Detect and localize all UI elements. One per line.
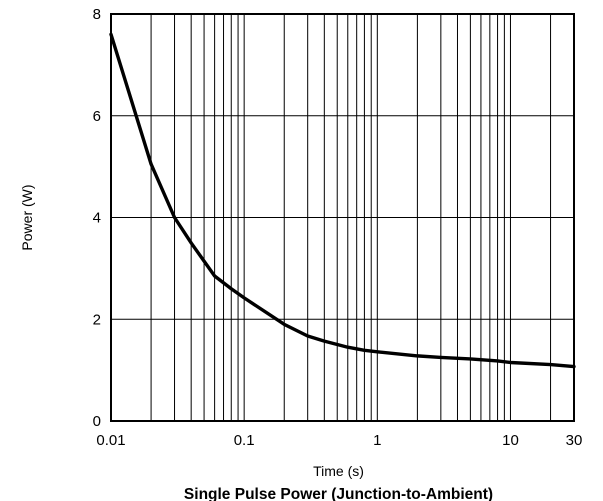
x-tick-label: 1: [373, 432, 381, 449]
grid-lines: [111, 14, 574, 421]
y-tick-label: 6: [93, 108, 101, 125]
power-curve-line: [109, 32, 576, 369]
plot-frame: [110, 13, 575, 422]
x-tick-label: 30: [566, 432, 583, 449]
x-tick-label: 0.1: [234, 432, 255, 449]
y-tick-label: 8: [93, 6, 101, 23]
x-axis-title: Time (s): [313, 463, 364, 479]
tick-labels: 0.01 0.1 1 10 30 0 2 4 6 8: [93, 6, 583, 449]
x-tick-label: 0.01: [96, 432, 125, 449]
x-tick-label: 10: [502, 432, 519, 449]
y-tick-label: 4: [93, 210, 101, 227]
chart-title: Single Pulse Power (Junction-to-Ambient): [184, 486, 493, 501]
y-tick-label: 0: [93, 413, 101, 430]
y-axis-title: Power (W): [19, 184, 35, 250]
y-tick-label: 2: [93, 311, 101, 328]
series-layer: [109, 32, 576, 369]
